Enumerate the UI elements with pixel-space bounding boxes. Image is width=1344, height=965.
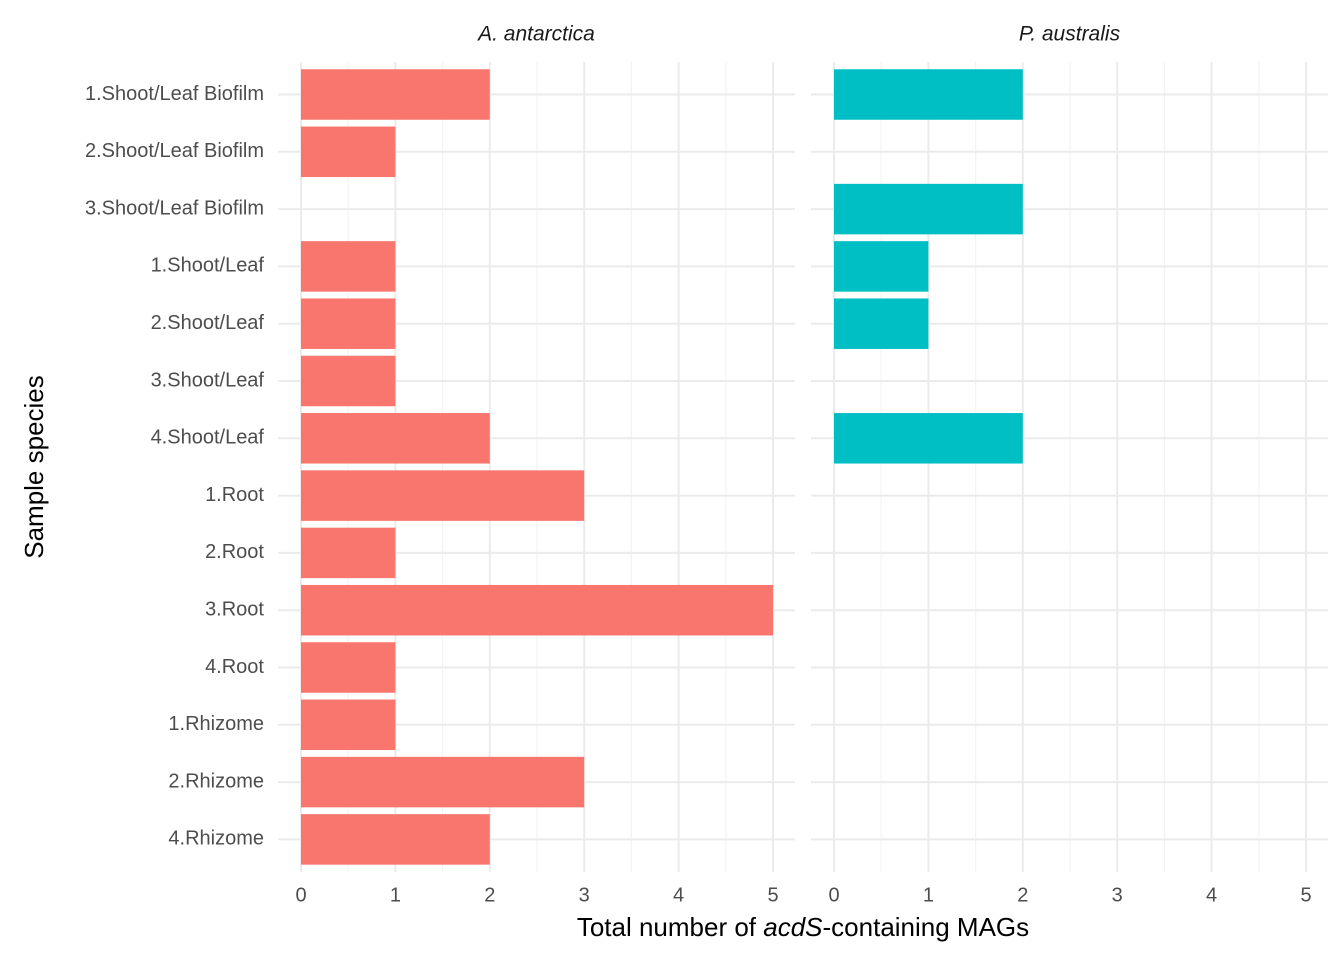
bar: [834, 183, 1023, 235]
y-tick-label: 1.Rhizome: [168, 713, 264, 735]
bar: [301, 814, 490, 865]
bar: [834, 69, 1023, 120]
facet-panel: 0 1 2 3 4 5 P. australis: [811, 23, 1328, 906]
y-tick-label: 2.Shoot/Leaf Biofilm: [85, 140, 264, 162]
facet-strip-label: P. australis: [1019, 23, 1121, 46]
bar: [301, 413, 490, 464]
bar: [301, 642, 396, 693]
x-tick-label: 5: [1300, 884, 1311, 906]
y-axis-title: Sample species: [19, 375, 49, 559]
facet-panel: 0 1 2 3 4 5 A. antarctica: [278, 23, 795, 906]
y-tick-label: 4.Shoot/Leaf: [151, 427, 265, 449]
x-tick-label: 4: [1206, 884, 1217, 906]
x-tick-label: 4: [673, 884, 684, 906]
x-tick-label: 1: [923, 884, 934, 906]
bar: [301, 298, 396, 349]
y-tick-label: 2.Shoot/Leaf: [151, 312, 265, 334]
bar: [301, 69, 490, 120]
y-tick-label: 4.Root: [205, 656, 264, 678]
facet-panels: 0 1 2 3 4 5 A. antarctica 0 1 2 3 4 5 P. australis: [278, 23, 1328, 906]
y-tick-label: 1.Shoot/Leaf Biofilm: [85, 83, 264, 105]
y-tick-label: 1.Root: [205, 484, 264, 506]
y-tick-label: 3.Shoot/Leaf: [151, 369, 265, 391]
bar: [301, 527, 396, 579]
y-tick-label: 3.Shoot/Leaf Biofilm: [85, 197, 264, 219]
x-tick-label: 5: [767, 884, 778, 906]
bar: [834, 241, 929, 292]
y-tick-label: 2.Rhizome: [168, 770, 264, 792]
bar: [301, 241, 396, 292]
bar: [301, 470, 585, 521]
x-axis-title-part: acdS: [763, 912, 823, 942]
x-axis-title-part: Total number of: [577, 912, 763, 942]
x-tick-label: 0: [295, 884, 306, 906]
x-tick-label: 3: [1112, 884, 1123, 906]
x-tick-label: 2: [484, 884, 495, 906]
bar: [301, 756, 585, 808]
bar: [301, 355, 396, 407]
x-axis-title: Total number of acdS-containing MAGs: [577, 912, 1029, 942]
x-tick-label: 1: [390, 884, 401, 906]
x-tick-label: 2: [1017, 884, 1028, 906]
y-tick-label: 4.Rhizome: [168, 828, 264, 850]
x-tick-label: 3: [579, 884, 590, 906]
x-tick-label: 0: [828, 884, 839, 906]
y-tick-label: 3.Root: [205, 598, 264, 620]
y-tick-label: 2.Root: [205, 541, 264, 563]
bar: [301, 126, 396, 178]
facet-strip-label: A. antarctica: [476, 23, 595, 46]
y-tick-labels: 1.Shoot/Leaf Biofilm 2.Shoot/Leaf Biofilm…: [85, 83, 264, 850]
bar: [301, 699, 396, 751]
y-tick-label: 1.Shoot/Leaf: [151, 255, 265, 277]
bar: [301, 584, 773, 636]
bar: [834, 413, 1023, 464]
x-axis-title-part: -containing MAGs: [823, 912, 1030, 942]
bar: [834, 298, 929, 349]
